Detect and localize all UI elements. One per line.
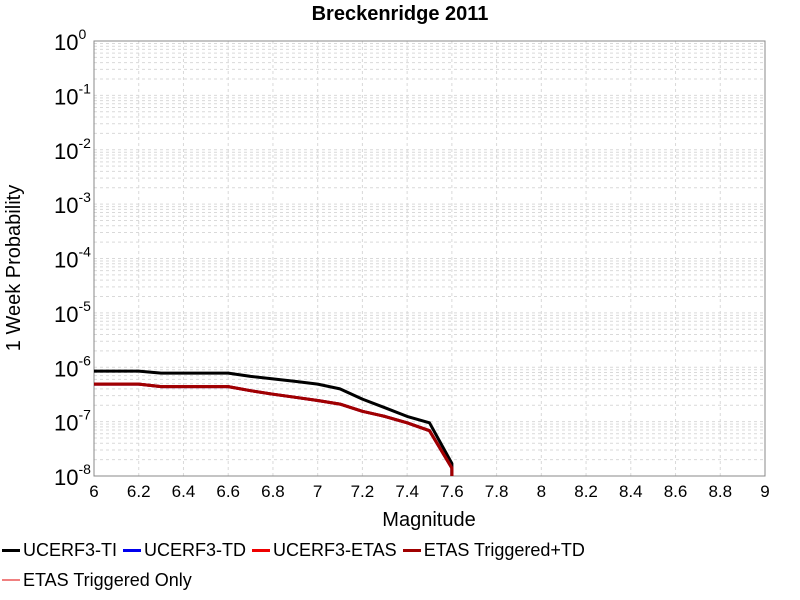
legend-swatch-etas-triggered-td [402,548,421,552]
legend-item-etas-triggered-td: ETAS Triggered+TD [401,540,585,561]
x-tick-label: 6.8 [261,482,285,501]
x-tick-label: 8.6 [664,482,688,501]
x-tick-label: 6.6 [216,482,240,501]
x-tick-label: 9 [760,482,769,501]
legend-label-ucerf3-etas: UCERF3-ETAS [273,539,397,560]
x-tick-label: 7.8 [485,482,509,501]
x-tick-label: 6.2 [127,482,151,501]
x-axis-ticks: 6 6.2 6.4 6.6 6.8 7 7.2 7.4 7.6 7.8 8 8.2 8.4 8.6 8.8 9 [89,482,769,501]
y-tick-label: 10-8 [54,461,91,490]
x-tick-label: 6.4 [172,482,196,501]
legend: UCERF3-TI UCERF3-TD UCERF3-ETAS ETAS Tri… [0,536,800,600]
x-tick-label: 8.4 [619,482,643,501]
chart-svg: Breckenridge 2011 100 10-1 10-2 10-3 10-4 10-… [3,3,770,531]
y-tick-label: 10-1 [54,80,91,109]
y-tick-label: 10-6 [54,352,91,381]
grid-lines [93,41,766,477]
series-line-3 [94,382,454,476]
y-axis-ticks: 100 10-1 10-2 10-3 10-4 10-5 10-6 10-7 10-8 [54,26,91,490]
y-tick-label: 10-4 [54,244,91,273]
x-axis-label: Magnitude [382,509,475,531]
legend-item-ucerf3-td: UCERF3-TD [121,540,246,561]
legend-row-1: UCERF3-TI UCERF3-TD UCERF3-ETAS ETAS Tri… [0,536,589,564]
x-tick-label: 8 [537,482,546,501]
y-tick-label: 10-2 [54,135,91,164]
legend-swatch-etas-triggered-only [2,579,20,581]
legend-item-ucerf3-ti: UCERF3-TI [0,540,117,561]
legend-swatch-ucerf3-ti [2,548,20,552]
x-tick-label: 7.6 [440,482,464,501]
plot-area [93,40,766,477]
y-axis-label: 1 Week Probability [3,185,25,351]
x-tick-label: 8.8 [708,482,732,501]
legend-item-ucerf3-etas: UCERF3-ETAS [250,540,397,561]
x-tick-label: 8.2 [574,482,598,501]
legend-item-etas-triggered-only: ETAS Triggered Only [0,570,192,591]
legend-label-ucerf3-td: UCERF3-TD [144,539,246,560]
series-line-0 [94,369,454,476]
y-tick-label: 10-7 [54,407,91,436]
x-tick-label: 7.4 [395,482,419,501]
y-tick-label: 10-3 [54,189,91,218]
y-tick-label: 10-5 [54,298,91,327]
legend-label-ucerf3-ti: UCERF3-TI [23,539,117,560]
legend-swatch-ucerf3-etas [252,548,270,552]
legend-label-etas-triggered-td: ETAS Triggered+TD [423,539,585,560]
x-tick-label: 6 [89,482,98,501]
series-layer [94,369,454,476]
x-tick-label: 7 [313,482,322,501]
legend-label-etas-triggered-only: ETAS Triggered Only [23,569,192,590]
legend-swatch-ucerf3-td [123,548,141,552]
chart-title: Breckenridge 2011 [312,3,489,25]
x-tick-label: 7.2 [351,482,375,501]
y-tick-label: 100 [54,26,86,55]
legend-row-2: ETAS Triggered Only [0,566,196,594]
